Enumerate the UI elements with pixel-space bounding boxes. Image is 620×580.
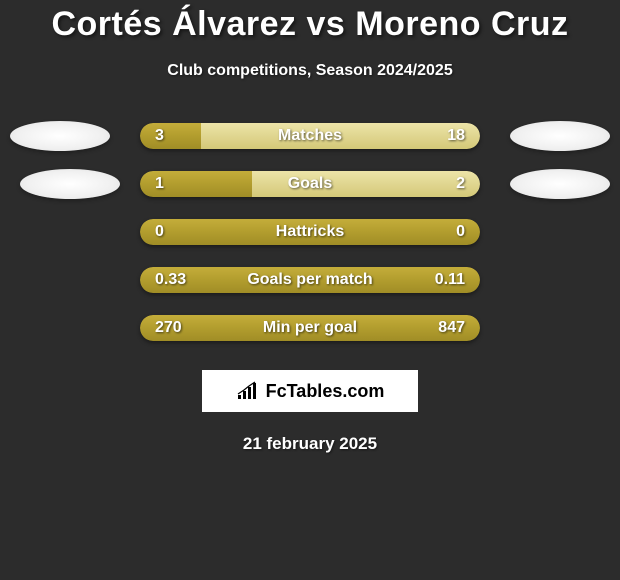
- stat-label: Goals: [288, 175, 332, 193]
- subtitle: Club competitions, Season 2024/2025: [0, 62, 620, 80]
- player-badge-right: [510, 121, 610, 151]
- stat-bar: 3 Matches 18: [140, 123, 480, 149]
- stat-row-gpm: 0.33 Goals per match 0.11: [0, 266, 620, 294]
- stat-bar: 1 Goals 2: [140, 171, 480, 197]
- comparison-infographic: Cortés Álvarez vs Moreno Cruz Club compe…: [0, 0, 620, 454]
- stat-value-left: 0.33: [155, 271, 186, 289]
- stat-row-mpg: 270 Min per goal 847: [0, 314, 620, 342]
- player-badge-right: [510, 169, 610, 199]
- stat-bar: 0.33 Goals per match 0.11: [140, 267, 480, 293]
- stat-bar: 0 Hattricks 0: [140, 219, 480, 245]
- stat-value-right: 847: [438, 319, 465, 337]
- stat-label: Matches: [278, 127, 342, 145]
- date-label: 21 february 2025: [0, 434, 620, 454]
- stat-row-matches: 3 Matches 18: [0, 122, 620, 150]
- site-logo: FcTables.com: [202, 370, 418, 412]
- stats-list: 3 Matches 18 1 Goals 2 0 Hattricks 0: [0, 122, 620, 342]
- stat-value-right: 0: [456, 223, 465, 241]
- bar-segment-left: [140, 123, 201, 149]
- stat-value-left: 1: [155, 175, 164, 193]
- page-title: Cortés Álvarez vs Moreno Cruz: [0, 5, 620, 44]
- stat-label: Min per goal: [263, 319, 357, 337]
- player-badge-left: [10, 121, 110, 151]
- stat-row-goals: 1 Goals 2: [0, 170, 620, 198]
- stat-label: Goals per match: [247, 271, 372, 289]
- stat-value-left: 270: [155, 319, 182, 337]
- bar-segment-right: [252, 171, 480, 197]
- player-badge-left: [20, 169, 120, 199]
- stat-bar: 270 Min per goal 847: [140, 315, 480, 341]
- logo-text: FcTables.com: [266, 381, 385, 402]
- stat-row-hattricks: 0 Hattricks 0: [0, 218, 620, 246]
- stat-value-left: 3: [155, 127, 164, 145]
- stat-value-right: 18: [447, 127, 465, 145]
- stat-label: Hattricks: [276, 223, 344, 241]
- stat-value-right: 0.11: [435, 271, 465, 289]
- chart-icon: [236, 381, 260, 401]
- stat-value-right: 2: [456, 175, 465, 193]
- stat-value-left: 0: [155, 223, 164, 241]
